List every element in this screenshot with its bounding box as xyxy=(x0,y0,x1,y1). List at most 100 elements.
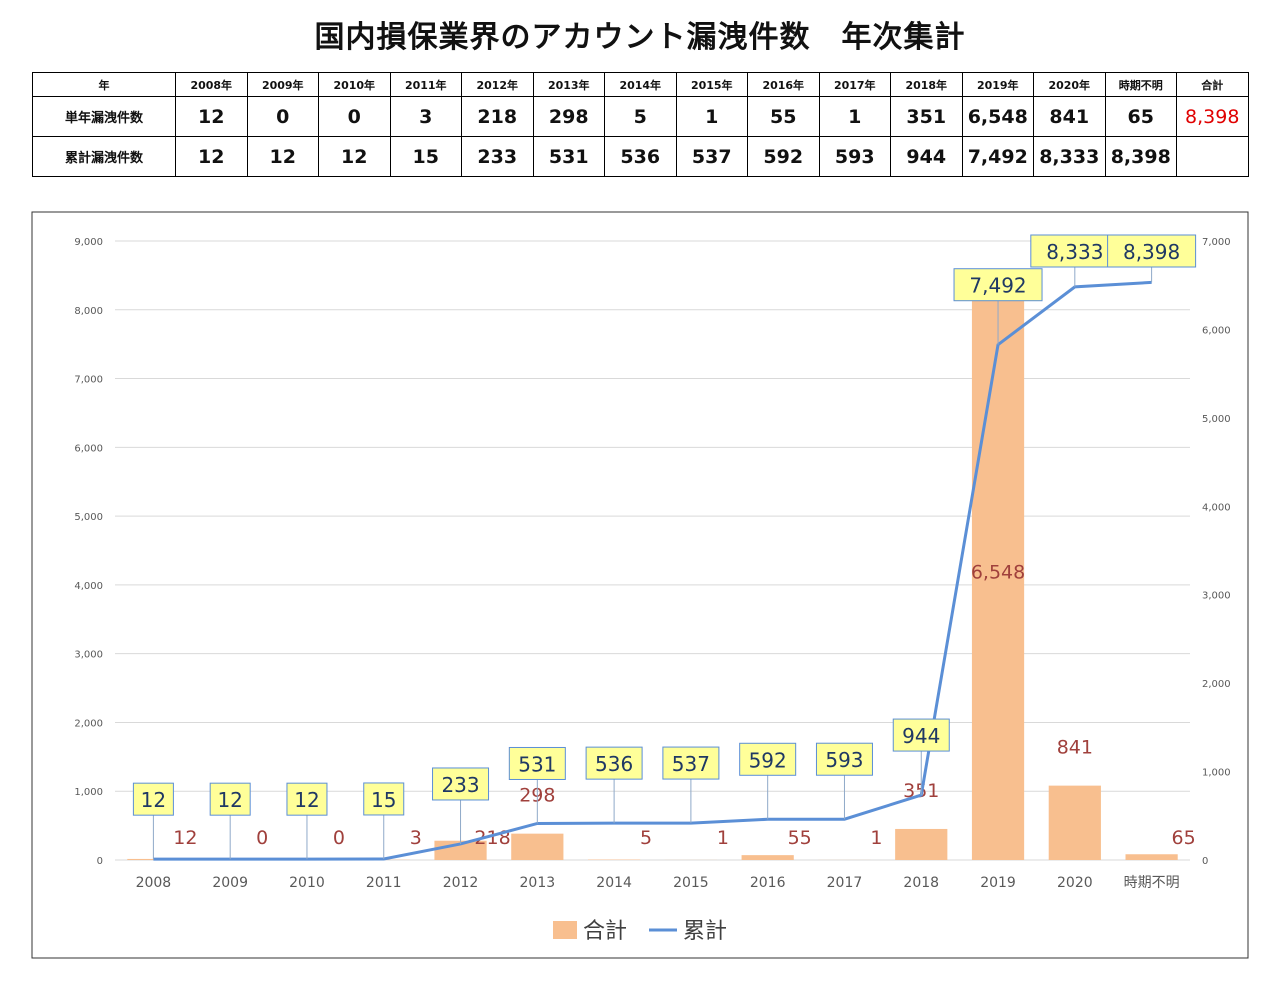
line-value-label: 537 xyxy=(672,752,710,776)
cell: 536 xyxy=(604,136,677,177)
bar-value-label: 841 xyxy=(1057,737,1093,759)
header-cell: 2018年 xyxy=(890,72,963,97)
y-tick-label: 1,000 xyxy=(74,787,103,798)
bar-value-label: 1 xyxy=(717,827,729,849)
row-label: 累計漏洩件数 xyxy=(32,136,176,177)
y2-tick-label: 7,000 xyxy=(1202,237,1231,248)
line-value-label: 12 xyxy=(141,788,166,812)
cell: 593 xyxy=(818,136,891,177)
cell: 0 xyxy=(318,96,391,137)
value-box xyxy=(363,782,405,816)
cell: 1 xyxy=(675,96,748,137)
value-box xyxy=(1107,234,1197,268)
bar-value-label: 3 xyxy=(410,827,422,849)
x-tick-label: 2011 xyxy=(366,875,402,891)
value-box xyxy=(662,746,720,780)
y2-tick-label: 0 xyxy=(1202,856,1208,867)
line-value-label: 592 xyxy=(749,748,787,772)
y2-tick-label: 1,000 xyxy=(1202,768,1231,779)
x-tick-label: 2018 xyxy=(903,875,939,891)
cell: 8,398 xyxy=(1176,96,1249,137)
value-box xyxy=(739,742,797,776)
header-cell: 2008年 xyxy=(175,72,248,97)
x-tick-label: 2017 xyxy=(827,875,863,891)
cell: 0 xyxy=(246,96,319,137)
cell: 6,548 xyxy=(961,96,1034,137)
legend-swatch xyxy=(553,921,577,939)
bar xyxy=(511,833,564,860)
bar-value-label: 65 xyxy=(1172,827,1196,849)
cell: 8,398 xyxy=(1104,136,1177,177)
bar-value-label: 12 xyxy=(173,827,197,849)
y2-tick-label: 4,000 xyxy=(1202,502,1231,513)
y2-tick-label: 2,000 xyxy=(1202,679,1231,690)
data-row: 累計漏洩件数 12 12 12 15 233 531 536 537 592 593 944 7,492… xyxy=(32,136,1249,177)
line-value-label: 7,492 xyxy=(969,274,1026,298)
line-value-label: 15 xyxy=(371,788,396,812)
header-cell: 年 xyxy=(32,72,176,97)
bar-value-label: 0 xyxy=(333,827,345,849)
data-row: 単年漏洩件数 12 0 0 3 218 298 5 1 55 1 351 6,548 841 65 8,398 xyxy=(32,96,1249,137)
line-value-label: 531 xyxy=(518,752,556,776)
legend-label: 累計 xyxy=(683,919,727,944)
row-label: 単年漏洩件数 xyxy=(32,96,176,137)
y2-tick-label: 6,000 xyxy=(1202,325,1231,336)
cell: 12 xyxy=(246,136,319,177)
bar-value-label: 1 xyxy=(870,827,882,849)
y2-tick-label: 5,000 xyxy=(1202,414,1231,425)
cell xyxy=(1176,136,1249,177)
line-value-label: 8,333 xyxy=(1046,240,1103,264)
y-tick-label: 5,000 xyxy=(74,512,103,523)
y-tick-label: 7,000 xyxy=(74,375,103,386)
line xyxy=(153,280,1152,861)
x-tick-label: 2015 xyxy=(673,875,709,891)
value-box xyxy=(508,746,566,780)
y-tick-label: 8,000 xyxy=(74,306,103,317)
value-box xyxy=(585,746,643,780)
x-tick-label: 2013 xyxy=(520,875,556,891)
x-tick-label: 2014 xyxy=(596,875,632,891)
bar-value-label: 6,548 xyxy=(971,561,1025,583)
cell: 15 xyxy=(389,136,462,177)
value-box xyxy=(1030,234,1120,268)
header-cell: 2010年 xyxy=(318,72,391,97)
cell: 944 xyxy=(890,136,963,177)
value-box xyxy=(132,782,174,816)
x-tick-label: 2008 xyxy=(136,875,172,891)
value-box xyxy=(953,268,1043,302)
header-cell: 合計 xyxy=(1176,72,1249,97)
line-value-label: 8,398 xyxy=(1123,240,1180,264)
header-cell: 2009年 xyxy=(246,72,319,97)
cell: 592 xyxy=(747,136,820,177)
value-box xyxy=(815,742,873,776)
bar-value-label: 5 xyxy=(640,827,652,849)
x-tick-label: 2019 xyxy=(980,875,1016,891)
line-value-label: 944 xyxy=(902,724,940,748)
x-tick-label: 2012 xyxy=(443,875,479,891)
y-tick-label: 9,000 xyxy=(74,237,103,248)
line-value-label: 536 xyxy=(595,752,633,776)
y-tick-label: 0 xyxy=(97,856,103,867)
y2-tick-label: 3,000 xyxy=(1202,591,1231,602)
x-tick-label: 時期不明 xyxy=(1124,875,1180,891)
legend-label: 合計 xyxy=(583,919,627,944)
summary-table: 年 2008年 2009年 2010年 2011年 2012年 2013年 2014年 2015… xyxy=(32,72,1249,177)
y-tick-label: 4,000 xyxy=(74,581,103,592)
bar xyxy=(971,280,1025,860)
bar xyxy=(895,828,948,860)
bar-value-label: 0 xyxy=(256,827,268,849)
value-box xyxy=(892,718,950,752)
header-cell: 2014年 xyxy=(604,72,677,97)
line-value-label: 12 xyxy=(294,788,319,812)
x-tick-label: 2016 xyxy=(750,875,786,891)
header-cell: 2013年 xyxy=(532,72,605,97)
cell: 351 xyxy=(890,96,963,137)
cell: 841 xyxy=(1033,96,1106,137)
line-value-label: 593 xyxy=(825,748,863,772)
cell: 12 xyxy=(318,136,391,177)
x-tick-label: 2010 xyxy=(289,875,325,891)
value-box xyxy=(286,782,328,816)
cell: 7,492 xyxy=(961,136,1034,177)
